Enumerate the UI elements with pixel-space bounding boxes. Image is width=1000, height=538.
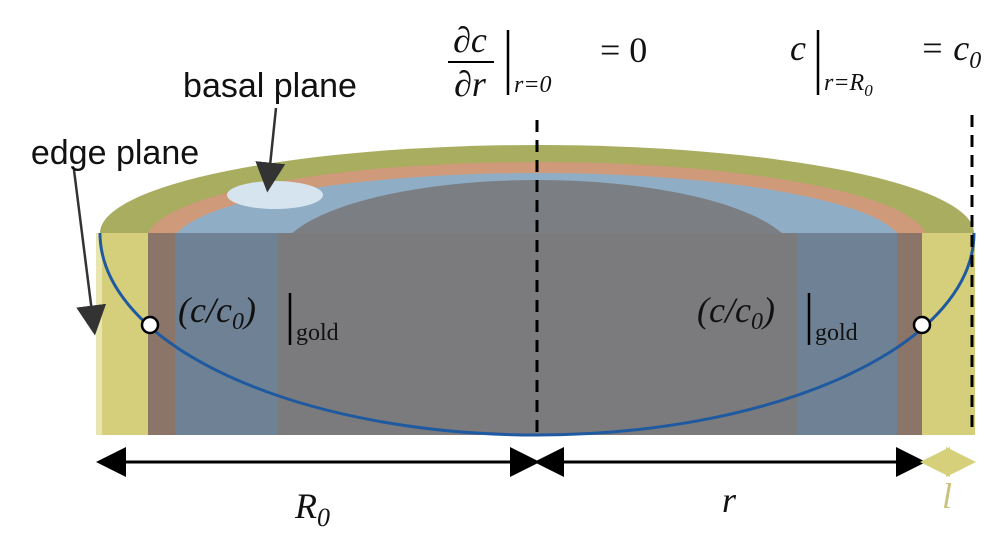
basal-spot: [227, 181, 323, 209]
r0-index: 0: [317, 503, 330, 532]
edge-plane-label: edge plane: [31, 134, 199, 172]
gold-close: ): [761, 290, 775, 330]
blue-strip-left: [175, 233, 278, 435]
basal-plane-label: basal plane: [183, 67, 357, 105]
gold-index: 0: [751, 309, 763, 335]
r0-main: R: [294, 486, 317, 526]
bc-numerator: ∂c: [453, 20, 487, 60]
gold-point-right: [912, 315, 932, 335]
bc-rhs: = 0: [600, 30, 647, 70]
gold-open: (c/c: [178, 290, 232, 330]
bc-subscript: r=0: [514, 72, 552, 98]
gold-index: 0: [232, 309, 244, 335]
r-label: r: [722, 480, 737, 520]
gold-sub: gold: [296, 320, 339, 346]
brown-strip-left: [148, 233, 175, 435]
edge-highlight: [96, 233, 102, 435]
bc2-rhs-index: 0: [969, 48, 981, 74]
gold-label-right: (c/c0) gold: [697, 290, 858, 346]
gold-close: ): [242, 290, 256, 330]
r0-label: R0: [294, 486, 330, 532]
gold-point-left: [140, 315, 160, 335]
l-label: l: [942, 476, 952, 516]
gold-sub: gold: [815, 320, 858, 346]
gold-open: (c/c: [697, 290, 751, 330]
brown-strip-right: [897, 233, 922, 435]
bc2-subscript-index: 0: [864, 81, 873, 100]
gold-label-left: (c/c0) gold: [178, 290, 339, 346]
gold-expr: (c/c0): [697, 290, 775, 335]
blue-strip-right: [797, 233, 897, 435]
edge-pointer: [72, 169, 107, 336]
edge-strip-left: [100, 233, 148, 435]
bc2-rhs-main: = c: [920, 28, 969, 68]
bc2-lhs: c: [790, 28, 806, 68]
bc-denominator: ∂r: [454, 64, 487, 104]
bc2-subscript: r=R0: [824, 70, 873, 100]
bc2-subscript-main: r=R: [824, 70, 865, 96]
basal-pointer: [255, 107, 286, 193]
gold-expr: (c/c0): [178, 290, 256, 335]
edge-strip-right: [922, 233, 975, 435]
bc2-rhs: = c0: [920, 28, 981, 74]
